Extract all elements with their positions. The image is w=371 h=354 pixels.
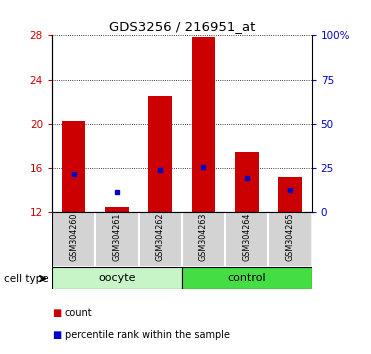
Bar (148, 96, 172, 212)
Bar (235, 152, 259, 212)
Bar (105, 207, 129, 212)
Bar (95, 212, 138, 267)
Text: GSM304263: GSM304263 (199, 213, 208, 261)
Text: GSM304265: GSM304265 (286, 213, 295, 261)
Bar (191, 36, 215, 212)
Text: count: count (65, 308, 92, 318)
Bar (138, 212, 182, 267)
Text: ■: ■ (52, 308, 61, 318)
Title: GDS3256 / 216951_at: GDS3256 / 216951_at (109, 20, 255, 33)
Bar (52, 267, 182, 289)
Bar (62, 121, 85, 212)
Text: GSM304260: GSM304260 (69, 213, 78, 261)
Text: GSM304264: GSM304264 (242, 213, 251, 261)
Bar (268, 212, 312, 267)
Bar (278, 177, 302, 212)
Bar (225, 212, 268, 267)
Text: control: control (227, 273, 266, 282)
Text: oocyte: oocyte (98, 273, 136, 282)
Text: cell type: cell type (4, 274, 48, 284)
Text: percentile rank within the sample: percentile rank within the sample (65, 330, 230, 339)
Bar (52, 212, 95, 267)
Text: GSM304261: GSM304261 (112, 213, 121, 261)
Bar (182, 267, 312, 289)
Text: ■: ■ (52, 330, 61, 339)
Bar (182, 212, 225, 267)
Text: GSM304262: GSM304262 (156, 213, 165, 261)
